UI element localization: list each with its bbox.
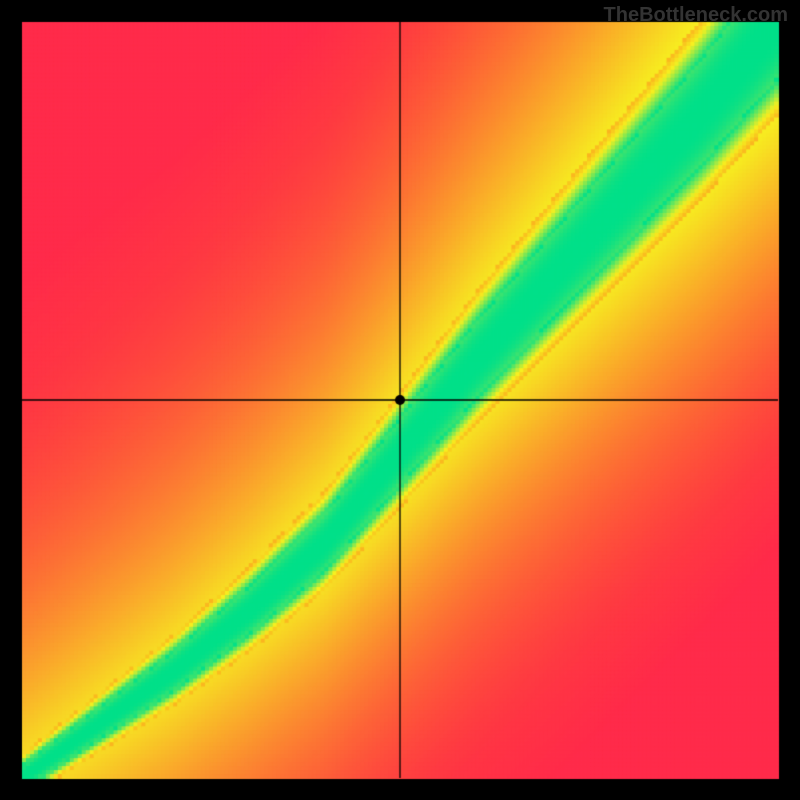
- chart-container: TheBottleneck.com: [0, 0, 800, 800]
- watermark-text: TheBottleneck.com: [604, 4, 788, 27]
- bottleneck-heatmap: [0, 0, 800, 800]
